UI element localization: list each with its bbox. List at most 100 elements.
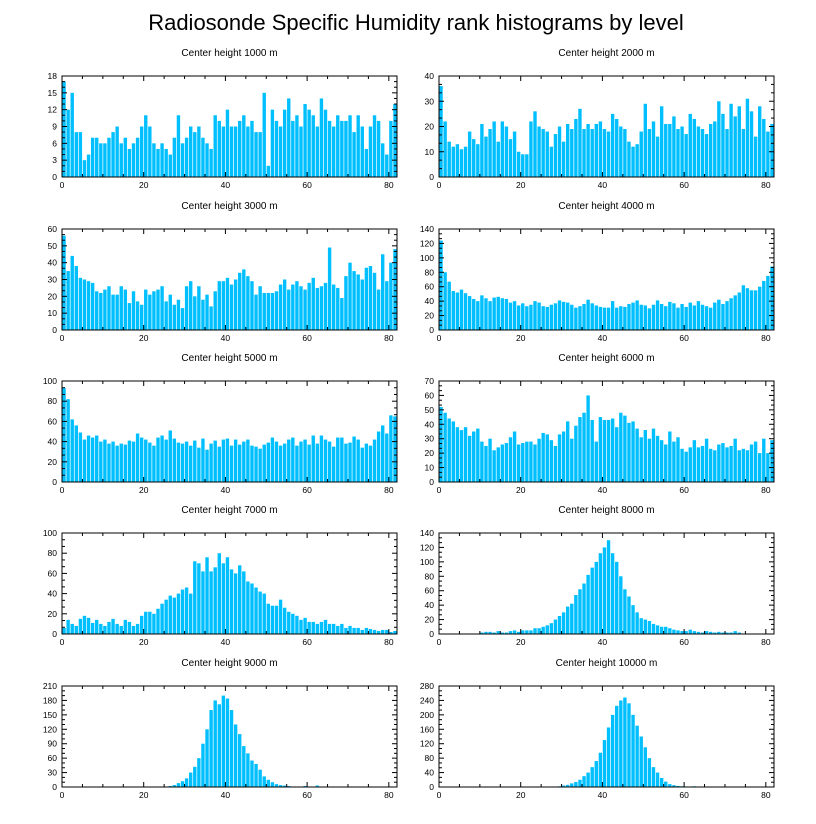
histogram-bar bbox=[164, 599, 168, 634]
x-tick-label: 60 bbox=[302, 180, 312, 190]
histogram-bar bbox=[209, 148, 213, 177]
histogram-bar bbox=[282, 443, 287, 482]
histogram-bar bbox=[148, 126, 152, 177]
histogram-bar bbox=[86, 435, 91, 482]
panel-title: Center height 4000 m bbox=[558, 201, 654, 212]
x-tick-label: 40 bbox=[598, 333, 608, 343]
histogram-bar bbox=[148, 294, 152, 330]
histogram-bar bbox=[615, 705, 619, 787]
histogram-bar bbox=[651, 428, 656, 482]
y-tick-label: 140 bbox=[420, 528, 434, 538]
histogram-bar bbox=[512, 131, 517, 177]
histogram-bar bbox=[688, 629, 692, 634]
histogram-bar bbox=[659, 106, 664, 177]
histogram-bar bbox=[664, 306, 668, 330]
histogram-bar bbox=[82, 160, 87, 177]
histogram-bar bbox=[266, 603, 271, 634]
histogram-bar bbox=[205, 143, 209, 177]
histogram-bar bbox=[680, 304, 684, 330]
histogram-bar bbox=[713, 632, 717, 634]
histogram-bar bbox=[385, 154, 389, 177]
x-tick-label: 20 bbox=[516, 333, 526, 343]
histogram-bar bbox=[443, 272, 447, 330]
histogram-bar bbox=[696, 301, 701, 330]
histogram-bar bbox=[590, 419, 594, 482]
histogram-bar bbox=[372, 272, 377, 330]
y-tick-label: 120 bbox=[420, 739, 434, 749]
y-tick-label: 200 bbox=[420, 710, 434, 720]
histogram-bar bbox=[672, 629, 676, 634]
y-tick-label: 180 bbox=[43, 695, 57, 705]
histogram-bar bbox=[111, 294, 115, 330]
histogram-bar bbox=[647, 758, 652, 787]
histogram-bar bbox=[242, 269, 246, 330]
histogram-bar bbox=[319, 286, 324, 330]
histogram-bar bbox=[672, 116, 676, 177]
histogram-bar bbox=[659, 626, 664, 634]
histogram-bar bbox=[254, 763, 258, 787]
histogram-bar bbox=[480, 123, 484, 177]
x-tick-label: 60 bbox=[302, 485, 312, 495]
histogram-bar bbox=[672, 441, 676, 482]
histogram-bar bbox=[168, 595, 172, 634]
histogram-bar bbox=[327, 120, 332, 177]
histogram-bar bbox=[156, 608, 160, 634]
histogram-bar bbox=[164, 301, 168, 330]
histogram-bar bbox=[447, 281, 451, 330]
histogram-bar bbox=[274, 784, 279, 787]
histogram-bar bbox=[570, 438, 574, 482]
histogram-bar bbox=[594, 123, 598, 177]
histogram-bar bbox=[512, 431, 517, 482]
histogram-bar bbox=[700, 129, 705, 177]
histogram-bar bbox=[119, 625, 123, 634]
histogram-bar bbox=[323, 109, 328, 177]
histogram-bar bbox=[745, 450, 750, 482]
histogram-bar bbox=[254, 446, 258, 482]
histogram-bar bbox=[619, 576, 623, 634]
plot-frame bbox=[438, 532, 775, 635]
histogram-bar bbox=[439, 240, 443, 330]
histogram-bar bbox=[299, 126, 303, 177]
histogram-bar bbox=[729, 298, 733, 330]
histogram-bar bbox=[643, 305, 648, 330]
histogram-bar bbox=[160, 143, 164, 177]
histogram-bar bbox=[635, 725, 639, 787]
histogram-bar bbox=[570, 304, 574, 330]
histogram-bar bbox=[594, 441, 598, 482]
panel-title: Center height 5000 m bbox=[181, 353, 277, 364]
histogram-bar bbox=[467, 296, 472, 330]
histogram-bar bbox=[356, 439, 360, 482]
histogram-bar bbox=[476, 301, 480, 330]
histogram-bar bbox=[721, 304, 725, 330]
panel-title: Center height 6000 m bbox=[558, 353, 654, 364]
histogram-bar bbox=[533, 111, 537, 177]
histogram-bar bbox=[250, 281, 254, 330]
histogram-bar bbox=[553, 134, 558, 177]
histogram-bar bbox=[184, 587, 189, 634]
y-tick-label: 60 bbox=[425, 390, 435, 400]
chart-panel: Center height 9000 m 0 20 40 60 80 0 30 60 90 120 1… bbox=[43, 658, 398, 800]
y-tick-label: 30 bbox=[48, 768, 58, 778]
histogram-bar bbox=[492, 450, 496, 482]
histogram-bar bbox=[258, 132, 262, 177]
histogram-bar bbox=[606, 307, 611, 330]
chart-panel: Center height 10000 m 0 20 40 60 80 0 40 80 120 16… bbox=[420, 658, 775, 800]
histogram-bar bbox=[770, 123, 774, 177]
histogram-bar bbox=[217, 446, 221, 482]
histogram-bar bbox=[70, 92, 74, 177]
histogram-bar bbox=[668, 628, 672, 634]
histogram-bar bbox=[484, 631, 488, 634]
y-tick-label: 50 bbox=[425, 405, 435, 415]
histogram-bar bbox=[561, 612, 566, 634]
y-tick-label: 40 bbox=[425, 600, 435, 610]
histogram-bar bbox=[688, 302, 692, 330]
histogram-bar bbox=[492, 297, 496, 330]
chart-panel: Center height 1000 m 0 20 40 60 80 0 3 6 9 12 15 18 bbox=[48, 48, 398, 190]
y-tick-label: 20 bbox=[425, 615, 435, 625]
histogram-bar bbox=[315, 287, 320, 330]
histogram-bar bbox=[463, 293, 468, 330]
histogram-bar bbox=[176, 442, 181, 482]
histogram-bar bbox=[598, 121, 603, 177]
histogram-bar bbox=[356, 627, 360, 634]
x-tick-label: 40 bbox=[598, 637, 608, 647]
